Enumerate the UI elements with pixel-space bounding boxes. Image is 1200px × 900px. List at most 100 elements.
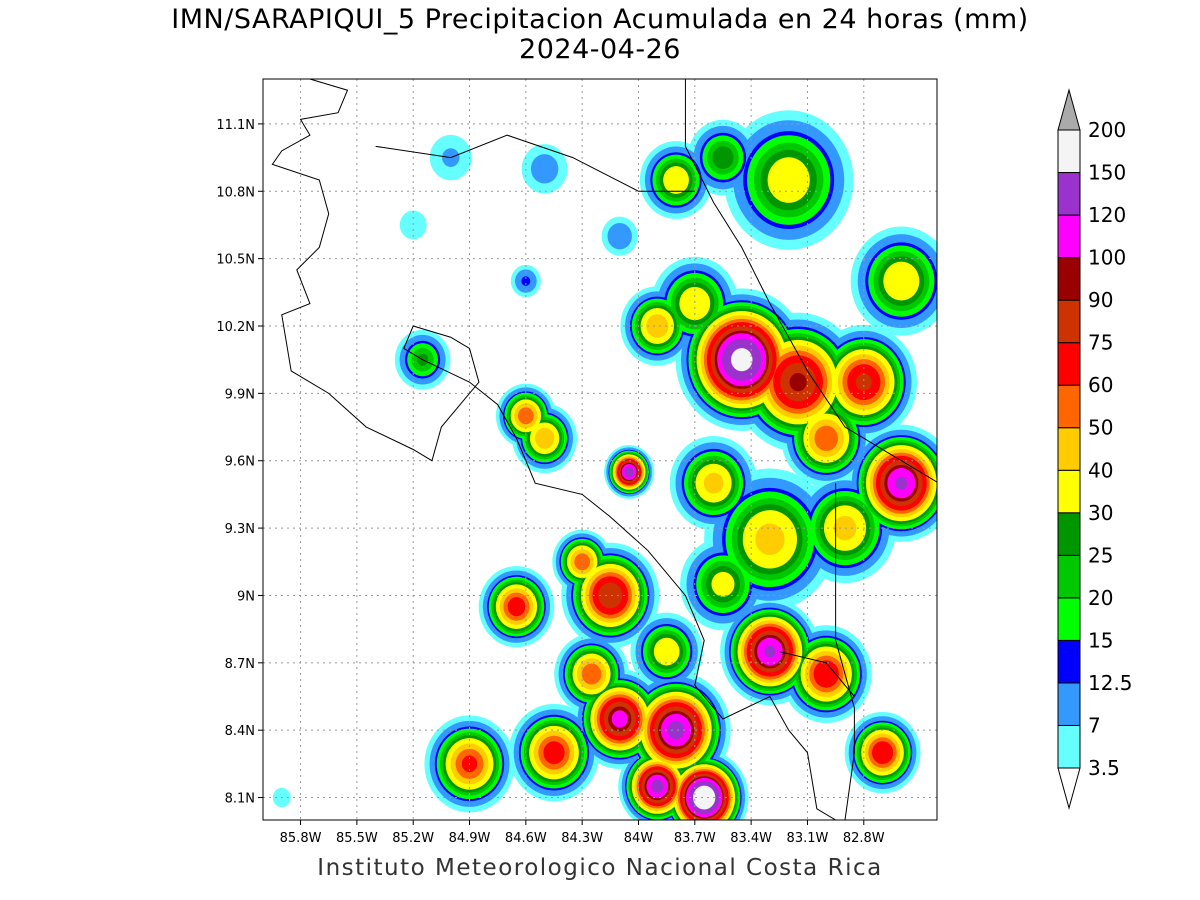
precip-contour bbox=[731, 348, 753, 372]
precip-contour bbox=[663, 166, 689, 194]
lon-tick-label: 84.9W bbox=[449, 831, 491, 846]
precip-contour bbox=[581, 663, 602, 685]
map-frame bbox=[262, 78, 938, 821]
colorbar-label: 20 bbox=[1088, 586, 1113, 610]
precip-contour bbox=[813, 660, 839, 688]
colorbar-label: 150 bbox=[1088, 161, 1126, 185]
lon-tick-label: 84W bbox=[624, 831, 654, 846]
colorbar-swatch bbox=[1057, 129, 1081, 174]
precip-contour bbox=[712, 146, 734, 170]
precip-contour bbox=[598, 582, 623, 609]
gridlines bbox=[263, 79, 937, 820]
lon-tick-label: 84.6W bbox=[505, 831, 547, 846]
colorbar-label: 90 bbox=[1088, 288, 1113, 312]
chart-title: IMN/SARAPIQUI_5 Precipitacion Acumulada … bbox=[171, 4, 1029, 35]
colorbar-label: 3.5 bbox=[1088, 756, 1120, 780]
colorbar-label: 12.5 bbox=[1088, 671, 1133, 695]
lon-tick-label: 82.8W bbox=[843, 831, 885, 846]
precip-contour bbox=[871, 741, 894, 765]
precip-contour bbox=[624, 466, 634, 477]
precip-contour bbox=[764, 645, 776, 658]
precip-contour bbox=[703, 472, 724, 494]
colorbar-label: 7 bbox=[1088, 713, 1101, 737]
colorbar-label: 40 bbox=[1088, 458, 1113, 482]
colorbar-swatch bbox=[1057, 299, 1081, 344]
coastline bbox=[779, 651, 855, 697]
colorbar-label: 120 bbox=[1088, 203, 1126, 227]
colorbar-swatch bbox=[1057, 427, 1081, 471]
precip-contour bbox=[755, 523, 785, 556]
precip-contour bbox=[711, 571, 735, 597]
chart-date: 2024-04-26 bbox=[519, 34, 681, 65]
precip-contour bbox=[653, 637, 680, 666]
colorbar-swatch bbox=[1057, 597, 1081, 641]
precip-contour bbox=[651, 779, 664, 793]
coastline bbox=[835, 483, 855, 820]
precip-contour bbox=[883, 261, 920, 301]
precip-contour bbox=[607, 222, 632, 250]
precip-contour bbox=[679, 286, 711, 321]
colorbar-swatch bbox=[1057, 682, 1081, 726]
lat-tick-label: 11.1N bbox=[216, 118, 255, 133]
colorbar-swatch bbox=[1057, 469, 1081, 514]
precip-contour bbox=[574, 553, 591, 571]
lat-tick-label: 9.6N bbox=[225, 455, 255, 470]
precip-contour bbox=[543, 741, 565, 765]
lat-tick-label: 8.1N bbox=[225, 792, 255, 807]
precip-contour bbox=[693, 785, 716, 810]
colorbar-label: 100 bbox=[1088, 246, 1126, 270]
colorbar-swatch bbox=[1057, 512, 1081, 556]
precip-contour bbox=[646, 314, 669, 338]
lon-tick-label: 83.4W bbox=[730, 831, 772, 846]
colorbar-swatch bbox=[1057, 554, 1081, 599]
coastline bbox=[375, 134, 695, 192]
colorbar-swatch bbox=[1057, 172, 1081, 216]
precip-contour bbox=[855, 373, 872, 391]
coastline bbox=[271, 79, 836, 820]
colorbar: 3.5 7 12.5 15 20 25 30 40 50 60 75 90 100 120 150 200 bbox=[1057, 88, 1133, 810]
colorbar-swatch bbox=[1057, 384, 1081, 429]
footer-credit: Instituto Meteorologico Nacional Costa R… bbox=[317, 855, 883, 881]
axis-ticks: 11.1N 10.8N 10.5N 10.2N 9.9N 9.6N 9.3N 9N 8.7N 8.… bbox=[216, 118, 884, 846]
lon-tick-label: 83.7W bbox=[674, 831, 716, 846]
coastline bbox=[684, 79, 937, 483]
colorbar-label: 50 bbox=[1088, 416, 1113, 440]
precip-contour bbox=[895, 476, 908, 490]
precip-contour bbox=[507, 597, 526, 617]
lat-tick-label: 10.5N bbox=[216, 253, 255, 268]
lon-tick-label: 85.2W bbox=[392, 831, 434, 846]
precip-contour bbox=[521, 276, 531, 286]
colorbar-swatch bbox=[1057, 214, 1081, 259]
precip-contour bbox=[667, 721, 685, 740]
colorbar-label: 25 bbox=[1088, 543, 1113, 567]
lon-tick-label: 83.1W bbox=[787, 831, 829, 846]
colorbar-under-triangle bbox=[1057, 767, 1081, 810]
colorbar-over-triangle bbox=[1057, 88, 1081, 131]
colorbar-swatch bbox=[1057, 257, 1081, 301]
colorbar-label: 15 bbox=[1088, 628, 1113, 652]
lat-tick-label: 9.3N bbox=[225, 522, 255, 537]
precip-contour bbox=[534, 427, 555, 449]
lon-tick-label: 84.3W bbox=[561, 831, 603, 846]
colorbar-label: 75 bbox=[1088, 331, 1113, 355]
lat-tick-label: 10.8N bbox=[216, 185, 255, 200]
colorbar-label: 200 bbox=[1088, 118, 1126, 142]
lat-tick-label: 8.7N bbox=[225, 657, 255, 672]
precip-field bbox=[272, 110, 937, 820]
colorbar-swatch bbox=[1057, 342, 1081, 386]
lat-tick-label: 9.9N bbox=[225, 387, 255, 402]
colorbar-label: 30 bbox=[1088, 501, 1113, 525]
colorbar-label: 60 bbox=[1088, 373, 1113, 397]
lat-tick-label: 9N bbox=[237, 589, 255, 604]
precip-contour bbox=[530, 154, 559, 184]
precip-contour bbox=[611, 710, 628, 728]
colorbar-swatch bbox=[1057, 639, 1081, 684]
coastlines bbox=[271, 79, 937, 820]
lat-tick-label: 10.2N bbox=[216, 320, 255, 335]
precip-contour bbox=[789, 372, 807, 392]
lon-tick-label: 85.8W bbox=[280, 831, 322, 846]
precip-contour bbox=[814, 425, 838, 451]
precip-contour bbox=[767, 157, 810, 203]
lat-tick-label: 8.4N bbox=[225, 724, 255, 739]
